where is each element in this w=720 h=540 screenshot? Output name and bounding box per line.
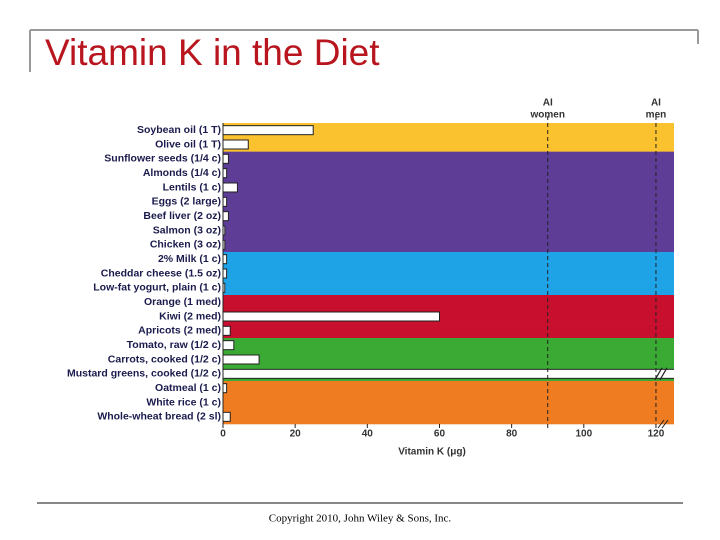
bar <box>223 354 260 365</box>
category-label: Oatmeal (1 c) <box>155 382 221 394</box>
category-band <box>223 151 674 167</box>
category-band <box>223 352 674 367</box>
category-label: Orange (1 med) <box>144 296 221 308</box>
x-tick-label: 20 <box>290 429 302 440</box>
category-label: Tomato, raw (1/2 c) <box>127 339 221 351</box>
reference-label: men <box>646 110 667 121</box>
break-mark <box>657 419 665 429</box>
x-axis-label: Vitamin K (μg) <box>398 447 466 458</box>
break-mark <box>659 367 668 381</box>
category-label: Whole-wheat bread (2 sl) <box>97 411 221 423</box>
bar <box>223 383 228 394</box>
bar <box>223 225 226 236</box>
category-band <box>223 180 674 195</box>
break-mark <box>661 419 669 429</box>
category-label: Low-fat yogurt, plain (1 c) <box>93 282 221 294</box>
x-tick-label: 60 <box>434 429 446 440</box>
category-band <box>223 209 674 224</box>
category-label: Eggs (2 large) <box>152 196 221 208</box>
category-label: Kiwi (2 med) <box>159 310 221 322</box>
category-label: 2% Milk (1 c) <box>158 253 221 265</box>
category-band <box>223 295 674 310</box>
reference-label: AI <box>651 98 661 109</box>
bar <box>223 254 228 265</box>
bar <box>223 196 228 207</box>
category-label: Chicken (3 oz) <box>150 239 221 251</box>
bar <box>223 325 231 336</box>
category-label: Olive oil (1 T) <box>155 138 221 150</box>
reference-label: women <box>529 110 564 121</box>
bar <box>223 368 674 379</box>
x-tick-label: 40 <box>362 429 374 440</box>
category-band <box>223 381 674 396</box>
slide-title: Vitamin K in the Diet <box>45 32 380 73</box>
bar <box>223 182 238 193</box>
bar <box>223 282 226 293</box>
x-tick-label: 0 <box>220 429 226 440</box>
category-label: Cheddar cheese (1.5 oz) <box>101 267 221 279</box>
bar <box>223 268 228 279</box>
category-band <box>223 323 674 339</box>
category-label: Almonds (1/4 c) <box>143 167 221 179</box>
reference-label: AI <box>543 98 553 109</box>
bar <box>223 125 314 136</box>
bar <box>223 168 228 179</box>
category-band <box>223 266 674 281</box>
category-band <box>223 137 674 152</box>
bars <box>223 125 674 422</box>
category-label: Apricots (2 med) <box>138 325 221 337</box>
category-band <box>223 409 674 425</box>
footer: Copyright 2010, John Wiley & Sons, Inc. <box>269 513 452 525</box>
category-band <box>223 338 674 353</box>
category-band <box>223 395 674 410</box>
category-label: Carrots, cooked (1/2 c) <box>108 353 221 365</box>
x-tick-label: 80 <box>506 429 518 440</box>
bar <box>223 211 229 222</box>
bar <box>223 139 249 150</box>
category-label: Beef liver (2 oz) <box>143 210 221 222</box>
bar <box>223 411 231 422</box>
category-band <box>223 194 674 210</box>
category-band <box>223 223 674 238</box>
bar <box>223 340 235 351</box>
category-band <box>223 123 674 138</box>
x-tick-label: 100 <box>575 429 592 440</box>
bar <box>223 239 226 250</box>
category-label: Mustard greens, cooked (1/2 c) <box>67 368 221 380</box>
category-label: White rice (1 c) <box>146 396 221 408</box>
x-tick-label: 120 <box>648 429 665 440</box>
category-band <box>223 252 674 267</box>
category-band <box>223 166 674 181</box>
category-label: Soybean oil (1 T) <box>137 124 221 136</box>
category-band <box>223 280 674 296</box>
bar <box>223 311 440 322</box>
category-label: Salmon (3 oz) <box>153 224 221 236</box>
category-label: Sunflower seeds (1/4 c) <box>104 153 221 165</box>
category-band <box>223 237 674 253</box>
category-label: Lentils (1 c) <box>163 181 221 193</box>
bar <box>223 153 229 164</box>
